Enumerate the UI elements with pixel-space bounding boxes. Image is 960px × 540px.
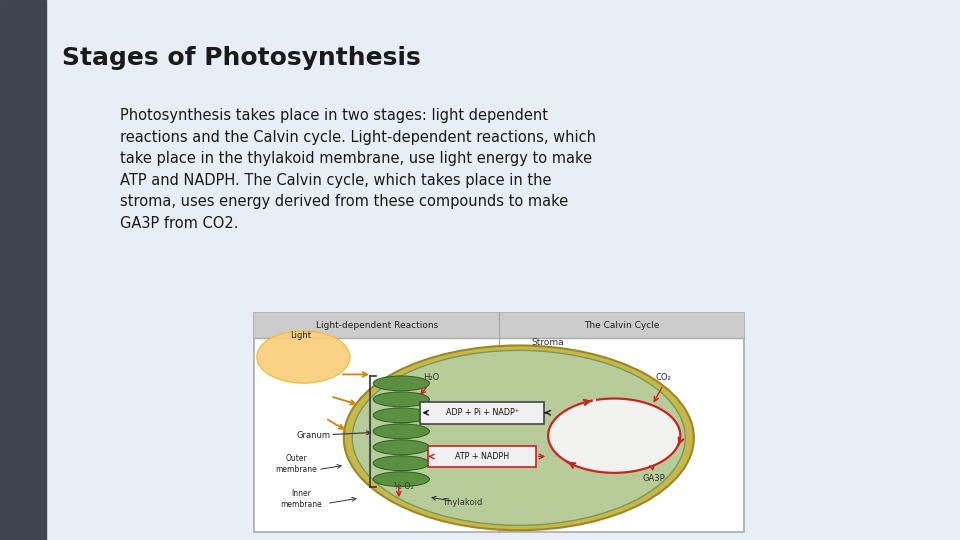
Circle shape — [257, 331, 349, 383]
Ellipse shape — [352, 350, 685, 525]
Bar — [428, 446, 536, 467]
Text: Stroma: Stroma — [532, 338, 564, 347]
Bar — [0, 0, 46, 540]
Ellipse shape — [373, 456, 429, 471]
Ellipse shape — [373, 472, 429, 487]
Text: CO₂: CO₂ — [656, 373, 671, 382]
Text: Light-dependent Reactions: Light-dependent Reactions — [316, 321, 438, 330]
Text: Photosynthesis takes place in two stages: light dependent
reactions and the Calv: Photosynthesis takes place in two stages… — [120, 108, 596, 231]
Ellipse shape — [344, 346, 694, 530]
Text: H₂O: H₂O — [423, 373, 440, 382]
Circle shape — [548, 399, 681, 473]
Text: ½ O₂: ½ O₂ — [394, 482, 414, 491]
Text: ADP + Pi + NADP⁺: ADP + Pi + NADP⁺ — [445, 408, 518, 417]
Text: Granum: Granum — [296, 431, 330, 440]
Text: Outer
membrane: Outer membrane — [276, 454, 317, 474]
Ellipse shape — [373, 376, 429, 391]
Text: The Calvin Cycle: The Calvin Cycle — [584, 321, 660, 330]
Bar — [254, 313, 744, 339]
Bar — [420, 402, 544, 424]
Text: Inner
membrane: Inner membrane — [280, 489, 322, 509]
Ellipse shape — [373, 424, 429, 438]
Text: GA3P: GA3P — [642, 474, 664, 483]
Text: Thylakoid: Thylakoid — [443, 497, 483, 507]
Ellipse shape — [373, 440, 429, 455]
Text: Stages of Photosynthesis: Stages of Photosynthesis — [62, 46, 421, 70]
Ellipse shape — [373, 408, 429, 423]
Text: ATP + NADPH: ATP + NADPH — [455, 452, 509, 461]
Ellipse shape — [373, 392, 429, 407]
Text: Light: Light — [291, 330, 311, 340]
Bar — [254, 313, 744, 532]
